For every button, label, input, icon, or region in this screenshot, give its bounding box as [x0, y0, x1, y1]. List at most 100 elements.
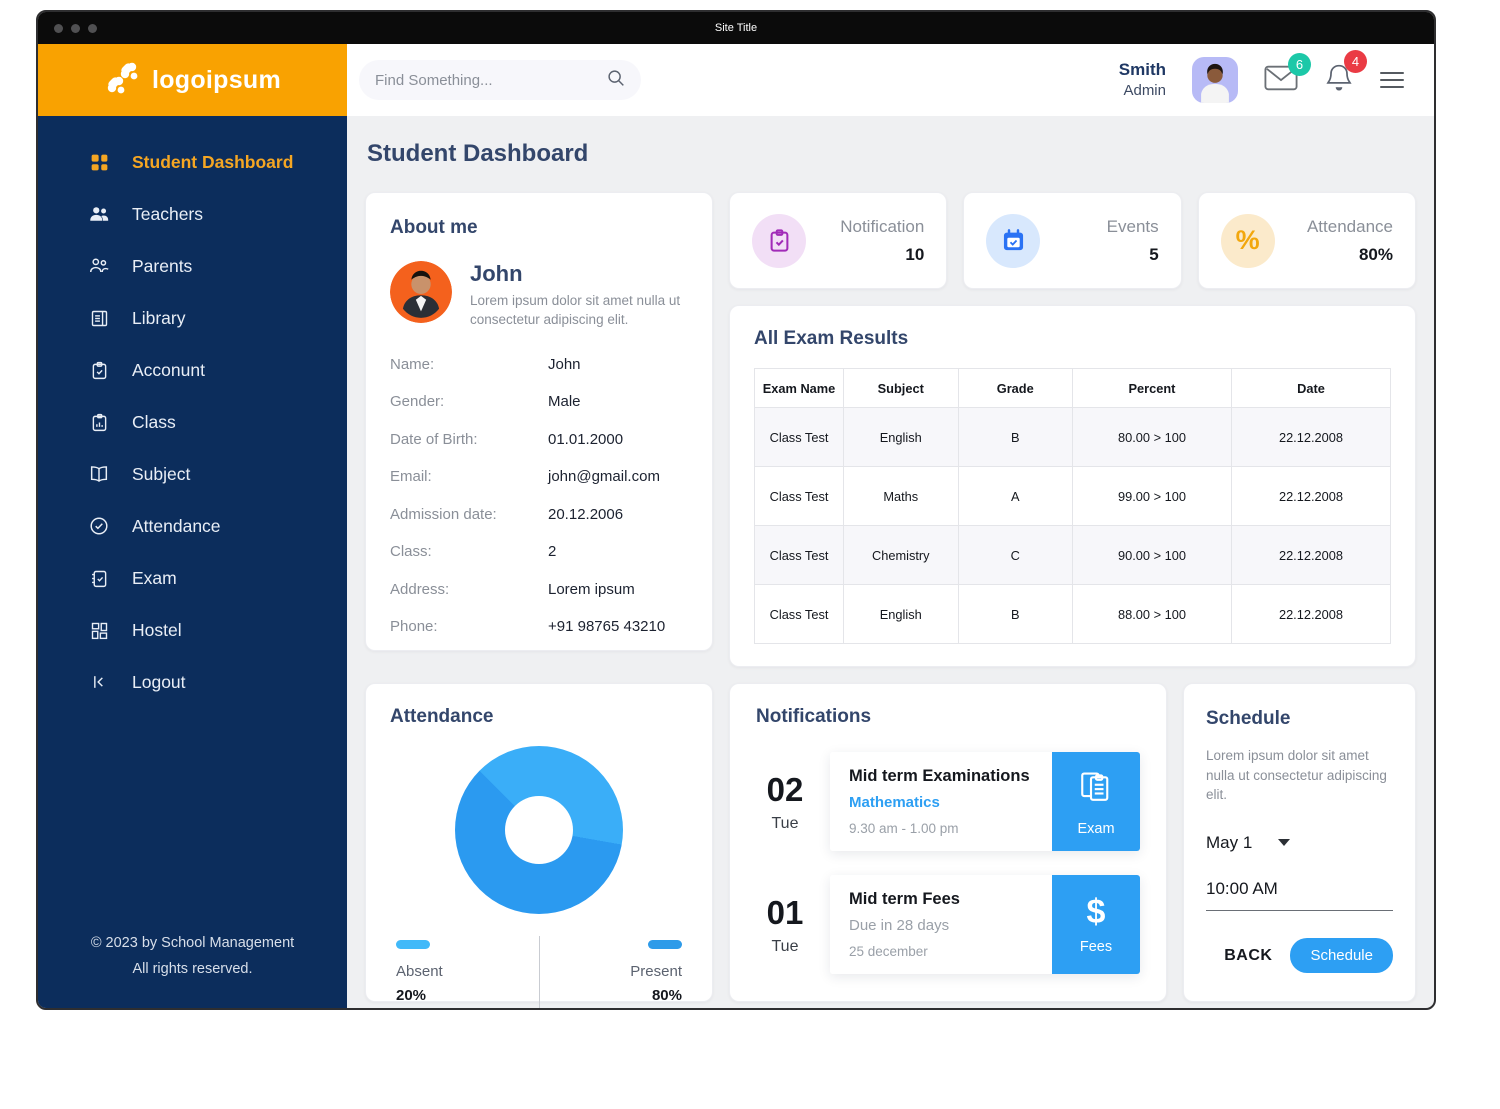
subject-link[interactable]: Mathematics [849, 794, 940, 811]
bell-badge: 4 [1344, 49, 1367, 73]
top-header: Smith Admin 6 4 [347, 44, 1434, 116]
search-input[interactable] [375, 71, 605, 89]
table-header-row: Exam Name Subject Grade Percent Date [753, 368, 1392, 408]
clipboard-check-icon [88, 359, 110, 381]
calendar-check-icon [986, 213, 1041, 268]
sidebar-item-label: Library [132, 307, 186, 328]
maximize-window-icon[interactable] [88, 23, 97, 33]
student-name: John [470, 261, 523, 286]
clipboard-check-icon [752, 213, 806, 268]
notification-date: 02 Tue [766, 770, 804, 832]
percent-icon: % [1220, 213, 1275, 268]
messages-button[interactable]: 6 [1264, 52, 1311, 96]
sidebar-item-acconunt[interactable]: Acconunt [38, 344, 347, 396]
notification-body[interactable]: Mid term Fees Due in 28 days 25 december… [830, 875, 1140, 974]
search-icon[interactable] [605, 67, 627, 94]
user-name: Smith [1118, 60, 1166, 80]
sidebar-nav: Student Dashboard Teachers Parents [38, 116, 347, 708]
about-fields: Name: John Gender: Male Date of Birth: 01.0… [390, 356, 688, 636]
sidebar-item-teachers[interactable]: Teachers [38, 188, 347, 240]
table-row: Class Test English B 80.00 > 100 22.12.2008 [753, 407, 1392, 467]
sidebar-item-library[interactable]: Library [38, 292, 347, 344]
stat-value: 5 [1149, 244, 1159, 264]
sidebar-footer: © 2023 by School Management All rights r… [38, 931, 347, 1008]
table-row: Class Test English B 88.00 > 100 22.12.2008 [753, 584, 1392, 644]
user-avatar[interactable] [1192, 57, 1238, 103]
sidebar-item-label: Teachers [132, 203, 204, 224]
sidebar-item-exam[interactable]: Exam [38, 552, 347, 604]
library-book-icon [88, 307, 110, 329]
copyright-text: © 2023 by School Management [90, 935, 295, 952]
stat-label: Events [1106, 216, 1159, 236]
schedule-button[interactable]: Schedule [1290, 938, 1393, 973]
stat-label: Notification [840, 216, 925, 236]
mail-badge: 6 [1288, 52, 1311, 76]
sidebar-item-label: Hostel [132, 619, 182, 640]
field-class: Class: 2 [390, 543, 557, 561]
stat-label: Attendance [1306, 216, 1393, 236]
events-stat-card[interactable]: Events 5 [963, 192, 1182, 289]
sidebar-item-student-dashboard[interactable]: Student Dashboard [38, 136, 347, 188]
window-titlebar: Site Title [38, 12, 1434, 44]
schedule-time-field[interactable]: 10:00 AM [1206, 879, 1393, 911]
rights-text: All rights reserved. [132, 960, 253, 977]
attendance-donut-chart [455, 746, 623, 914]
search-bar[interactable] [359, 60, 641, 100]
sidebar-item-label: Acconunt [132, 359, 205, 380]
legend-present: Present 80% [539, 936, 688, 1004]
notification-stat-card[interactable]: Notification 10 [729, 192, 948, 289]
legend-absent: Absent 20% [390, 936, 539, 1004]
sidebar-item-logout[interactable]: Logout [38, 656, 347, 708]
attendance-stat-card[interactable]: % Attendance 80% [1197, 192, 1416, 289]
logo[interactable]: logoipsum [38, 44, 347, 116]
about-me-card: About me John Lorem ipsum dolor sit amet… [365, 192, 713, 651]
sidebar-item-class[interactable]: Class [38, 396, 347, 448]
schedule-date-dropdown[interactable]: May 1 [1206, 833, 1393, 853]
field-address: Address: Lorem ipsum [390, 580, 635, 598]
exam-tile[interactable]: Exam [1052, 752, 1140, 851]
sidebar-item-label: Logout [132, 671, 186, 692]
legend-divider [539, 936, 540, 1008]
minimize-window-icon[interactable] [71, 23, 80, 33]
student-bio: Lorem ipsum dolor sit amet nulla ut cons… [470, 293, 681, 327]
table-row: Class Test Chemistry C 90.00 > 100 22.12.200… [753, 525, 1392, 585]
window-title: Site Title [714, 22, 758, 34]
sidebar-item-hostel[interactable]: Hostel [38, 604, 347, 656]
chevron-down-icon [1278, 839, 1291, 847]
notifications-button[interactable]: 4 [1324, 49, 1367, 99]
sidebar-item-subject[interactable]: Subject [38, 448, 347, 500]
exam-notebook-icon [88, 567, 110, 589]
exam-results-title: All Exam Results [754, 328, 909, 349]
sidebar-item-attendance[interactable]: Attendance [38, 500, 347, 552]
sidebar-item-parents[interactable]: Parents [38, 240, 347, 292]
menu-button[interactable] [1380, 72, 1404, 88]
app-window: Site Title logoipsum [36, 10, 1436, 1010]
table-row: Class Test Maths A 99.00 > 100 22.12.2008 [753, 466, 1392, 526]
schedule-title: Schedule [1206, 708, 1291, 729]
back-button[interactable]: BACK [1224, 946, 1273, 964]
absent-color-swatch [396, 940, 430, 949]
notification-body[interactable]: Mid term Examinations Mathematics 9.30 a… [830, 752, 1140, 851]
teachers-people-icon [88, 203, 110, 225]
stat-value: 80% [1358, 244, 1393, 264]
field-email: Email: john@gmail.com [390, 468, 660, 486]
notifications-card: Notifications 02 Tue Mid term Examinatio… [729, 683, 1167, 1002]
attendance-chart-title: Attendance [390, 706, 494, 727]
schedule-description: Lorem ipsum dolor sit amet nulla ut cons… [1206, 748, 1387, 803]
field-gender: Gender: Male [390, 393, 581, 411]
stat-value: 10 [905, 244, 925, 264]
check-circle-icon [88, 515, 110, 537]
notification-item-fees: 01 Tue Mid term Fees Due in 28 days 25 d… [756, 875, 1140, 974]
sidebar-item-label: Attendance [132, 515, 221, 536]
user-info: Smith Admin [1119, 59, 1166, 101]
main-content: Student Dashboard About me John [347, 116, 1434, 1008]
notification-item-exam: 02 Tue Mid term Examinations Mathematics… [756, 752, 1140, 851]
close-window-icon[interactable] [54, 23, 63, 33]
present-color-swatch [648, 940, 682, 949]
dollar-icon: $ [1086, 892, 1106, 931]
sidebar-item-label: Parents [132, 255, 193, 276]
clipboard-chart-icon [88, 411, 110, 433]
window-controls[interactable] [38, 23, 97, 33]
field-dob: Date of Birth: 01.01.2000 [390, 430, 624, 448]
fees-tile[interactable]: $ Fees [1052, 875, 1140, 974]
